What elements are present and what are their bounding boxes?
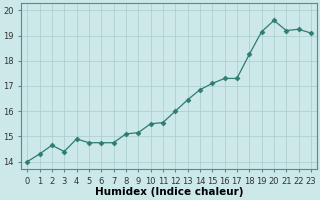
X-axis label: Humidex (Indice chaleur): Humidex (Indice chaleur)	[95, 187, 243, 197]
